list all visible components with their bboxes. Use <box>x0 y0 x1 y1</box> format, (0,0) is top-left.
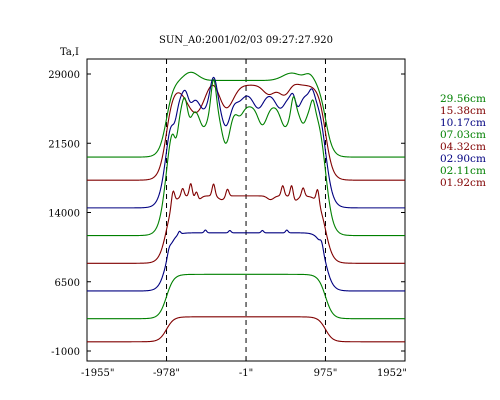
series-line-29.56cm <box>87 71 405 158</box>
series-line-15.38cm <box>87 83 405 181</box>
series-line-07.03cm <box>87 78 405 237</box>
legend-item-02.90cm: 02.90cm <box>440 153 486 165</box>
legend-item-29.56cm: 29.56cm <box>440 93 486 105</box>
legend-item-07.03cm: 07.03cm <box>440 129 486 141</box>
series-line-02.11cm <box>87 273 405 320</box>
y-tick-label: 21500 <box>48 139 80 150</box>
x-tick-label: -978" <box>153 368 180 379</box>
y-tick-label: -1000 <box>51 347 80 358</box>
legend-item-01.92cm: 01.92cm <box>440 177 486 189</box>
y-tick-label: 6500 <box>55 278 80 289</box>
series-line-02.90cm <box>87 229 405 292</box>
legend-item-02.11cm: 02.11cm <box>440 165 486 177</box>
series-line-10.17cm <box>87 76 405 209</box>
x-tick-label: 1952" <box>377 368 407 379</box>
x-tick-label: -1" <box>239 368 253 379</box>
legend-item-04.32cm: 04.32cm <box>440 141 486 153</box>
y-tick-label: 29000 <box>48 70 80 81</box>
chart-title: SUN_A0:2001/02/03 09:27:27.920 <box>159 35 333 46</box>
legend-item-15.38cm: 15.38cm <box>440 105 486 117</box>
x-tick-label: 975" <box>314 368 338 379</box>
y-axis-label: Ta,I <box>60 47 79 58</box>
x-tick-label: -1955" <box>81 368 114 379</box>
y-tick-label: 14000 <box>48 209 80 220</box>
legend-item-10.17cm: 10.17cm <box>440 117 486 129</box>
series-line-04.32cm <box>87 182 405 264</box>
legend: 29.56cm 15.38cm 10.17cm 07.03cm 04.32cm 02.90… <box>440 93 486 189</box>
series-line-01.92cm <box>87 316 405 343</box>
